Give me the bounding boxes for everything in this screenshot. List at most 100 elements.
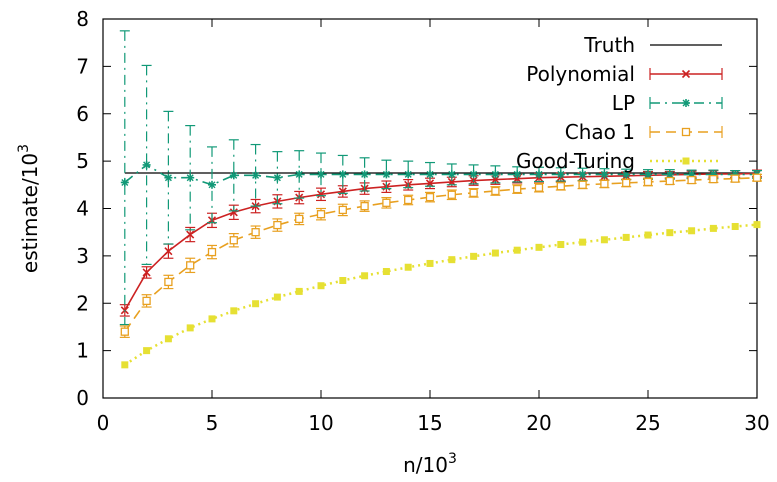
point-2-0 xyxy=(120,178,129,187)
point-2-1-d xyxy=(143,161,151,169)
point-2-15 xyxy=(447,170,456,179)
point-4-23 xyxy=(622,233,630,241)
errorbar-2-14 xyxy=(425,161,435,187)
point-2-4 xyxy=(208,180,216,189)
errorbar-2-0 xyxy=(119,30,130,326)
point-4-3 xyxy=(186,324,194,332)
point-2-12 xyxy=(382,170,391,179)
point-4-13 xyxy=(404,263,412,271)
x-axis-label-sup: 3 xyxy=(448,451,457,467)
point-4-19 xyxy=(535,243,543,251)
point-3-3 xyxy=(186,261,195,270)
axes-layer: 0 5 10 15 20 25 30 0 1 2 3 4 5 6 7 8 xyxy=(76,7,769,435)
point-3-19 xyxy=(534,183,544,192)
point-1-3-b xyxy=(186,230,195,239)
point-3-12 xyxy=(382,198,391,207)
series-layer xyxy=(119,30,762,369)
point-3-1 xyxy=(142,296,151,306)
point-4-1 xyxy=(143,347,151,355)
point-1-9 xyxy=(316,190,326,199)
series-2 xyxy=(119,30,762,326)
point-1-2 xyxy=(164,247,173,256)
point-2-15-d xyxy=(448,170,456,178)
y-tick-label-7: 7 xyxy=(76,54,89,78)
point-2-21-d xyxy=(579,170,587,178)
point-3-6 xyxy=(251,228,260,237)
point-1-9-b xyxy=(316,190,326,199)
point-3-13 xyxy=(404,195,413,205)
point-2-21 xyxy=(578,170,587,179)
point-2-20-d xyxy=(557,170,565,178)
x-tick-label-6: 30 xyxy=(744,411,769,435)
point-2-8-d xyxy=(295,170,303,178)
point-3-21 xyxy=(578,180,587,189)
point-4-5 xyxy=(230,307,238,315)
point-2-24 xyxy=(644,170,652,179)
series-line-4 xyxy=(124,223,758,366)
legend-label-1: Polynomial xyxy=(526,62,635,86)
point-4-15 xyxy=(448,256,456,264)
point-2-12-d xyxy=(382,170,390,178)
point-3-29 xyxy=(752,173,762,182)
point-2-13 xyxy=(404,170,413,179)
y-tick-label-6: 6 xyxy=(76,102,89,126)
point-2-16 xyxy=(469,170,478,179)
point-4-2 xyxy=(164,335,172,343)
point-4-11 xyxy=(361,272,369,280)
legend-marker-1-b xyxy=(681,69,691,79)
point-2-4-d xyxy=(208,181,216,189)
x-tick-label-3: 15 xyxy=(417,411,442,435)
y-tick-label-1: 1 xyxy=(76,339,89,363)
point-2-0-d xyxy=(121,178,129,186)
x-tick-label-5: 25 xyxy=(635,411,660,435)
y-tick-label-8: 8 xyxy=(76,7,89,31)
point-4-24 xyxy=(644,231,652,239)
y-axis-label-sup: 3 xyxy=(16,144,32,153)
point-4-10 xyxy=(339,277,347,285)
y-axis-label-text: estimate/10 xyxy=(18,153,42,273)
point-2-19 xyxy=(535,170,543,179)
point-4-27 xyxy=(709,224,717,232)
errorbar-2-5 xyxy=(228,139,239,212)
point-2-11 xyxy=(360,170,369,179)
x-axis-label-text: n/10 xyxy=(403,453,448,477)
x-tick-label-2: 10 xyxy=(308,411,333,435)
point-2-5 xyxy=(229,171,238,180)
point-2-16-d xyxy=(470,170,478,178)
series-3 xyxy=(119,173,762,338)
x-axis-label: n/103 xyxy=(403,451,457,477)
point-4-9 xyxy=(317,282,325,290)
point-3-17 xyxy=(491,186,500,196)
point-3-7 xyxy=(273,220,282,230)
plot-area xyxy=(102,18,758,399)
point-4-21 xyxy=(579,238,587,246)
point-2-6 xyxy=(251,171,260,180)
point-4-16 xyxy=(470,252,478,260)
x-tick-label-1: 5 xyxy=(206,411,219,435)
point-4-6 xyxy=(252,300,260,308)
point-2-18 xyxy=(513,170,522,179)
point-3-26 xyxy=(687,175,696,185)
point-4-17 xyxy=(491,249,499,257)
point-3-25 xyxy=(665,176,674,186)
point-4-0 xyxy=(121,361,129,369)
point-1-5 xyxy=(229,208,238,217)
point-2-20 xyxy=(556,170,565,179)
point-4-14 xyxy=(426,259,434,267)
point-1-2-b xyxy=(164,247,173,256)
point-3-15 xyxy=(447,190,456,199)
point-2-22-d xyxy=(600,170,608,178)
point-3-27 xyxy=(709,174,718,184)
y-tick-label-2: 2 xyxy=(76,291,89,315)
y-tick-label-4: 4 xyxy=(76,197,89,221)
point-3-14 xyxy=(425,192,435,202)
point-2-11-d xyxy=(361,170,369,178)
point-2-8 xyxy=(295,170,304,179)
point-2-18-d xyxy=(513,170,521,178)
series-4 xyxy=(121,221,761,369)
legend-marker-3 xyxy=(681,127,691,137)
point-3-23 xyxy=(622,178,631,188)
point-3-28 xyxy=(731,174,740,183)
point-2-9 xyxy=(317,170,325,179)
point-3-2 xyxy=(164,277,173,287)
